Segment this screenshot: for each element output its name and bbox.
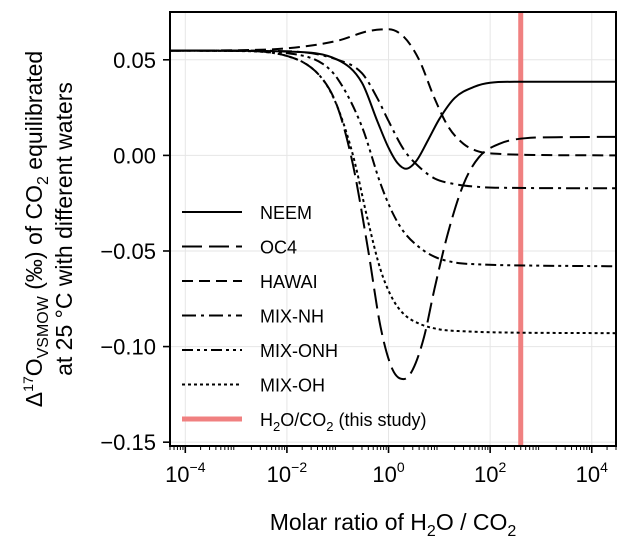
x-tick-label: 100: [372, 459, 404, 487]
plot-frame: [169, 11, 617, 447]
x-tick-label: 104: [576, 459, 608, 487]
y-axis-ticks: 0.05 0.00 −0.05 −0.10 −0.15: [100, 48, 170, 455]
y-axis-label-line1: Δ17OVSMOW (‰) of CO2 equilibrated: [20, 51, 52, 407]
series-line-neem: [169, 49, 616, 170]
series-line-mix-nh: [169, 49, 617, 190]
legend-label-hawai: HAWAI: [260, 272, 318, 292]
legend-label-mix-onh: MIX-ONH: [260, 341, 338, 361]
legend-label-mix-oh: MIX-OH: [260, 376, 325, 396]
series-layer: [169, 28, 617, 381]
grid: [170, 12, 616, 446]
x-axis-ticks: 10−4 10−2 100 102 104: [165, 446, 617, 487]
y-tick-label: −0.05: [100, 239, 156, 264]
legend-label-oc4: OC4: [260, 238, 297, 258]
series-line-mix-onh: [169, 49, 617, 268]
legend: NEEM OC4 HAWAI MIX-NH MIX-ONH MIX-OH H2O/CO2 (…: [182, 203, 427, 434]
y-axis-label-line2: at 25 °C with different waters: [51, 82, 77, 376]
series-line-hawai: [169, 28, 617, 157]
y-axis-label: Δ17OVSMOW (‰) of CO2 equilibrated at 25 …: [20, 51, 77, 407]
x-tick-label: 10−4: [165, 459, 206, 487]
legend-label-neem: NEEM: [260, 203, 312, 223]
y-tick-label: −0.10: [100, 335, 156, 360]
y-tick-label: 0.05: [113, 48, 156, 73]
y-tick-label: 0.00: [113, 143, 156, 168]
x-axis-label: Molar ratio of H2O / CO2: [270, 509, 517, 540]
x-tick-label: 10−2: [267, 459, 308, 487]
series-line-oc4: [169, 49, 617, 381]
series-line-mix-oh: [169, 49, 617, 335]
y-tick-label: −0.15: [100, 430, 156, 455]
legend-label-this-study: H2O/CO2 (this study): [260, 410, 427, 434]
x-tick-label: 102: [474, 459, 506, 487]
legend-label-mix-nh: MIX-NH: [260, 307, 324, 327]
